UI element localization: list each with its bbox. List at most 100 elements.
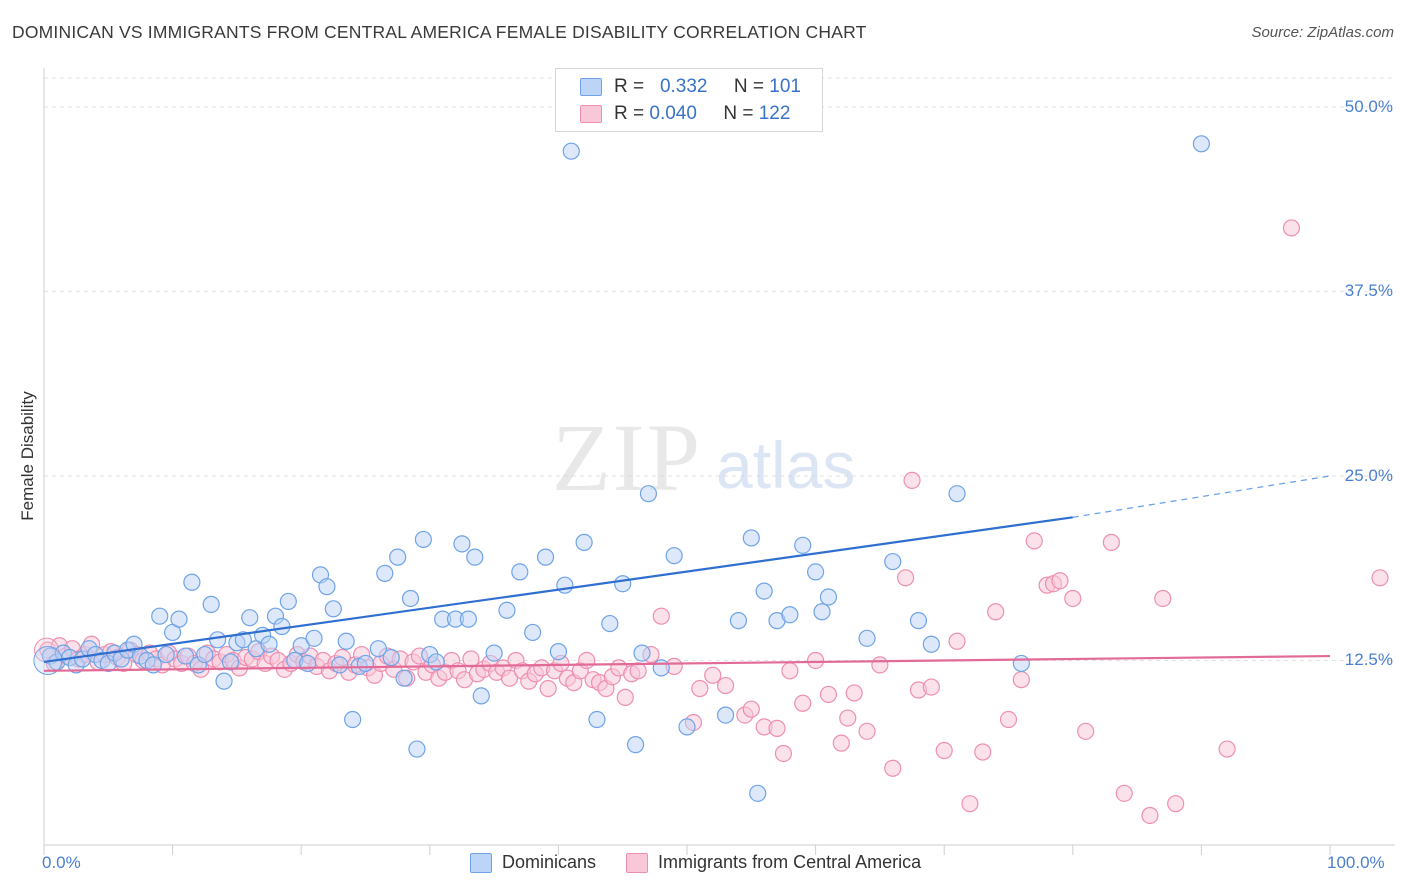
- data-point-immigrants: [903, 471, 921, 489]
- data-point-dominicans: [157, 645, 175, 664]
- data-point-immigrants: [462, 650, 480, 668]
- data-point-dominicans: [922, 635, 940, 653]
- data-point-dominicans: [389, 548, 407, 566]
- data-point-immigrants: [961, 795, 979, 813]
- data-point-dominicans: [575, 533, 593, 551]
- data-point-dominicans: [858, 629, 876, 647]
- data-point-immigrants: [974, 743, 992, 761]
- data-point-dominicans: [1192, 135, 1211, 153]
- data-point-dominicans: [1012, 654, 1030, 673]
- data-point-dominicans: [794, 536, 812, 554]
- legend-r-label: R =: [614, 76, 645, 97]
- series-immigrants-points: [34, 219, 1389, 825]
- x-tick-label-max: 100.0%: [1327, 853, 1385, 872]
- data-point-dominicans: [176, 647, 195, 665]
- data-point-dominicans: [588, 710, 606, 729]
- data-point-dominicans: [382, 648, 400, 667]
- legend-swatch-blue: [470, 852, 492, 873]
- data-point-immigrants: [1167, 795, 1185, 813]
- data-point-immigrants: [806, 651, 825, 670]
- data-point-dominicans: [209, 631, 227, 649]
- data-point-immigrants: [616, 688, 634, 706]
- data-point-dominicans: [652, 659, 670, 677]
- legend-r-value: 0.332: [659, 76, 708, 97]
- y-tick-label: 37.5%: [1344, 281, 1393, 301]
- x-tick-label-min: 0.0%: [42, 853, 81, 872]
- data-point-immigrants: [629, 662, 647, 680]
- data-point-immigrants: [578, 651, 596, 670]
- legend-item-dominicans[interactable]: Dominicans: [470, 852, 596, 873]
- data-point-immigrants: [897, 569, 915, 587]
- data-point-dominicans: [716, 706, 735, 724]
- data-point-dominicans: [196, 645, 214, 664]
- data-point-dominicans: [749, 784, 767, 802]
- data-point-dominicans: [376, 564, 394, 582]
- data-point-dominicans: [215, 672, 233, 690]
- data-point-dominicans: [729, 612, 748, 630]
- data-point-dominicans: [459, 610, 477, 628]
- data-point-immigrants: [1025, 532, 1043, 550]
- data-point-immigrants: [1064, 589, 1082, 608]
- y-tick-label: 50.0%: [1344, 96, 1393, 116]
- legend-r-value: 0.040: [649, 103, 697, 124]
- correlation-legend: R = 0.332 N = 101 R = 0.040 N = 122: [555, 68, 823, 132]
- data-point-dominicans: [626, 736, 645, 754]
- legend-label: Dominicans: [502, 852, 597, 872]
- data-point-dominicans: [485, 644, 503, 662]
- data-point-dominicans: [614, 575, 632, 593]
- data-point-dominicans: [344, 710, 362, 729]
- data-point-dominicans: [401, 589, 420, 608]
- data-point-dominicans: [337, 632, 355, 650]
- legend-swatch-blue: [580, 78, 602, 96]
- trend-line-dominicans: [43, 516, 1073, 664]
- data-point-dominicans: [279, 592, 297, 611]
- data-point-immigrants: [922, 678, 940, 696]
- watermark-zip: ZIP: [552, 404, 702, 511]
- data-point-immigrants: [819, 685, 838, 704]
- series-legend: Dominicans Immigrants from Central Ameri…: [470, 852, 951, 873]
- data-point-dominicans: [601, 614, 619, 633]
- data-point-dominicans: [549, 643, 568, 661]
- data-point-dominicans: [498, 601, 516, 619]
- data-point-dominicans: [511, 563, 529, 581]
- data-point-dominicans: [273, 617, 291, 636]
- data-point-dominicans: [292, 637, 310, 655]
- data-point-immigrants: [794, 694, 812, 712]
- data-point-dominicans: [678, 718, 696, 736]
- data-point-dominicans: [241, 609, 259, 627]
- data-point-immigrants: [1102, 533, 1120, 551]
- data-point-immigrants: [987, 603, 1005, 621]
- data-point-dominicans: [318, 578, 336, 596]
- legend-n-value: 101: [769, 76, 801, 97]
- series-dominicans-points: [33, 135, 1211, 802]
- data-point-dominicans: [884, 552, 902, 571]
- data-point-immigrants: [1051, 572, 1069, 590]
- y-tick-label: 25.0%: [1344, 465, 1393, 485]
- data-point-dominicans: [395, 669, 413, 687]
- data-point-dominicans: [331, 656, 349, 674]
- data-point-immigrants: [704, 666, 722, 684]
- data-point-immigrants: [539, 679, 557, 698]
- legend-label: Immigrants from Central America: [658, 852, 922, 872]
- legend-item-immigrants[interactable]: Immigrants from Central America: [626, 852, 921, 873]
- data-point-immigrants: [948, 632, 966, 650]
- data-point-immigrants: [1115, 784, 1133, 802]
- data-point-dominicans: [414, 530, 432, 549]
- data-point-dominicans: [305, 629, 323, 647]
- watermark-atlas: atlas: [716, 428, 855, 502]
- data-point-immigrants: [1077, 722, 1095, 740]
- legend-n-value: 122: [758, 103, 791, 124]
- data-point-immigrants: [1154, 589, 1172, 608]
- chart-title: DOMINICAN VS IMMIGRANTS FROM CENTRAL AME…: [12, 22, 867, 42]
- legend-swatch-pink: [626, 852, 649, 873]
- data-point-dominicans: [806, 563, 825, 581]
- source-label: Source: ZipAtlas.com: [1251, 24, 1394, 41]
- data-point-immigrants: [832, 734, 850, 752]
- data-point-dominicans: [202, 595, 220, 613]
- data-point-dominicans: [453, 535, 471, 553]
- data-point-immigrants: [999, 710, 1018, 729]
- data-point-dominicans: [427, 653, 445, 671]
- data-point-dominicans: [819, 588, 838, 606]
- data-point-immigrants: [884, 759, 902, 777]
- gridlines: [44, 77, 1395, 661]
